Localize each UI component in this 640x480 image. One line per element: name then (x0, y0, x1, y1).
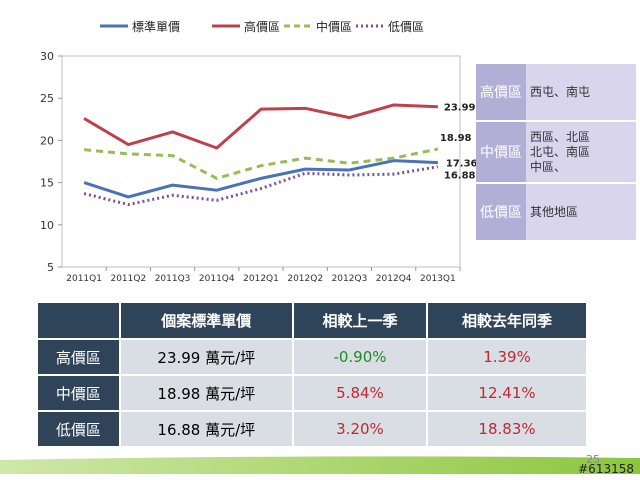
x-tick-label: 2012Q1 (243, 274, 279, 284)
y-tick-label: 25 (40, 92, 54, 105)
y-tick-label: 15 (40, 177, 54, 190)
data-label: 18.98 (440, 133, 472, 144)
x-tick-label: 2011Q2 (110, 274, 146, 284)
y-tick-label: 10 (40, 219, 54, 232)
table-row: 高價區 23.99 萬元/坪 -0.90% 1.39% (38, 340, 586, 374)
legend-label: 低價區 (388, 20, 424, 34)
line-chart: 5 10 15 20 25 30 2011Q1 2011Q2 2011Q3 2011Q4 2012Q… (40, 19, 478, 284)
watermark: #613158 (578, 462, 634, 476)
yoy-cell: 18.83% (428, 412, 586, 446)
y-tick-label: 30 (40, 50, 54, 63)
price-cell: 18.98 萬元/坪 (120, 376, 292, 410)
x-tick-label: 2011Q1 (66, 274, 102, 284)
price-cell: 23.99 萬元/坪 (120, 340, 292, 374)
row-label: 高價區 (38, 340, 119, 374)
legend-label: 中價區 (316, 19, 352, 34)
yoy-cell: 12.41% (428, 376, 586, 410)
region-label: 低價區 (476, 184, 526, 240)
x-tick-label: 2012Q2 (287, 274, 323, 284)
series-line-3 (83, 147, 439, 180)
region-legend: 高價區 西屯、南屯 中價區 西區、北區 北屯、南區 中區、 低價區 其他地區 (476, 64, 636, 242)
footer-swoosh (0, 456, 640, 474)
region-districts: 西區、北區 北屯、南區 中區、 (526, 122, 636, 182)
table-corner (38, 303, 119, 338)
yoy-cell: 1.39% (428, 340, 586, 374)
qoq-cell: 3.20% (293, 412, 427, 446)
price-cell: 16.88 萬元/坪 (120, 412, 292, 446)
col-header-qoq: 相較上一季 (293, 303, 427, 338)
region-row-high: 高價區 西屯、南屯 (476, 64, 636, 120)
table-header-row: 個案標準單價 相較上一季 相較去年同季 (38, 303, 586, 338)
footer-bar (0, 456, 640, 474)
qoq-cell: -0.90% (293, 340, 427, 374)
series-line-1 (83, 159, 438, 199)
region-label: 中價區 (476, 122, 526, 182)
qoq-cell: 5.84% (293, 376, 427, 410)
table-row: 低價區 16.88 萬元/坪 3.20% 18.83% (38, 412, 586, 446)
x-tick-label: 2012Q3 (332, 274, 368, 284)
region-districts: 西屯、南屯 (526, 64, 636, 120)
row-label: 中價區 (38, 376, 119, 410)
legend-label: 標準單價 (132, 19, 180, 34)
series-line-2 (83, 103, 438, 150)
y-tick-label: 5 (47, 261, 54, 274)
data-label: 17.36 (446, 159, 478, 170)
row-label: 低價區 (38, 412, 119, 446)
series-line-4 (83, 165, 439, 207)
region-row-mid: 中價區 西區、北區 北屯、南區 中區、 (476, 122, 636, 182)
col-header-yoy: 相較去年同季 (428, 303, 586, 338)
y-tick-label: 20 (40, 134, 54, 147)
price-summary-table: 個案標準單價 相較上一季 相較去年同季 高價區 23.99 萬元/坪 -0.90… (36, 301, 588, 448)
x-tick-label: 2013Q1 (420, 274, 456, 284)
data-label: 16.88 (444, 171, 476, 182)
data-label: 23.99 (444, 103, 476, 114)
x-tick-label: 2011Q4 (199, 274, 235, 284)
x-tick-label: 2011Q3 (155, 274, 191, 284)
region-districts: 其他地區 (526, 184, 636, 240)
table-row: 中價區 18.98 萬元/坪 5.84% 12.41% (38, 376, 586, 410)
col-header-price: 個案標準單價 (120, 303, 292, 338)
region-row-low: 低價區 其他地區 (476, 184, 636, 240)
x-tick-label: 2012Q4 (376, 274, 412, 284)
legend-label: 高價區 (244, 19, 280, 34)
region-label: 高價區 (476, 64, 526, 120)
page-number: 25 (586, 453, 600, 466)
